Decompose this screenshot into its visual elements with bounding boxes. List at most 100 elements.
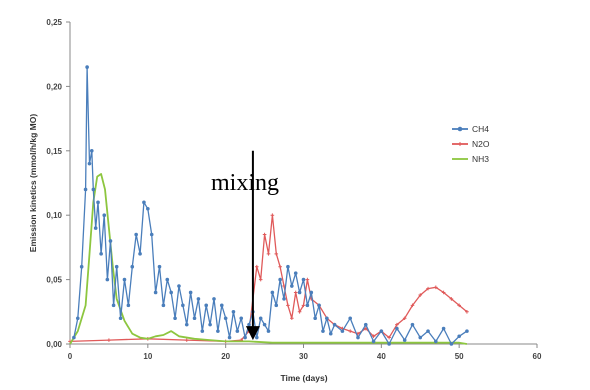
data-point-ch4 bbox=[126, 303, 131, 308]
legend-item-ch4: CH4 bbox=[452, 124, 489, 134]
data-point-n2o bbox=[410, 303, 415, 308]
legend-item-nh3: NH3 bbox=[452, 154, 489, 164]
data-point-n2o bbox=[457, 303, 461, 308]
data-point-ch4 bbox=[270, 290, 275, 295]
data-point-ch4 bbox=[328, 331, 333, 336]
data-point-ch4 bbox=[91, 187, 96, 192]
data-point-ch4 bbox=[223, 316, 228, 321]
data-point-ch4 bbox=[102, 213, 107, 217]
data-point-ch4 bbox=[108, 239, 113, 243]
data-point-ch4 bbox=[93, 226, 98, 230]
data-point-ch4 bbox=[99, 252, 103, 256]
data-point-ch4 bbox=[258, 316, 263, 321]
data-point-ch4 bbox=[149, 232, 154, 237]
x-tick-label: 30 bbox=[299, 352, 308, 361]
data-point-ch4 bbox=[418, 335, 423, 340]
data-point-ch4 bbox=[227, 335, 232, 340]
y-tick-label: 0,15 bbox=[46, 147, 62, 156]
legend-marker-n2o bbox=[458, 142, 462, 146]
data-point-ch4 bbox=[85, 65, 89, 69]
data-point-n2o bbox=[371, 334, 376, 339]
data-point-ch4 bbox=[192, 316, 197, 321]
data-point-ch4 bbox=[157, 264, 162, 269]
data-point-n2o bbox=[286, 303, 290, 308]
data-point-ch4 bbox=[122, 277, 127, 282]
data-point-ch4 bbox=[449, 342, 454, 346]
legend-label-n2o: N2O bbox=[472, 139, 490, 149]
data-point-ch4 bbox=[153, 290, 158, 295]
data-point-ch4 bbox=[309, 290, 314, 295]
data-point-n2o bbox=[387, 335, 391, 340]
annotation-label: mixing bbox=[211, 170, 279, 196]
data-point-n2o bbox=[270, 213, 275, 217]
x-tick-label: 0 bbox=[68, 352, 73, 361]
data-point-ch4 bbox=[457, 334, 461, 339]
legend-marker-ch4 bbox=[457, 126, 463, 132]
data-point-ch4 bbox=[181, 303, 185, 308]
data-point-ch4 bbox=[301, 277, 306, 282]
data-point-ch4 bbox=[434, 339, 438, 344]
data-point-ch4 bbox=[204, 303, 209, 308]
data-point-ch4 bbox=[134, 232, 138, 237]
series-line-n2o bbox=[69, 214, 468, 343]
data-point-n2o bbox=[258, 277, 263, 282]
data-point-ch4 bbox=[465, 329, 469, 333]
data-point-ch4 bbox=[410, 322, 415, 327]
data-point-ch4 bbox=[96, 200, 100, 205]
data-point-ch4 bbox=[87, 161, 92, 166]
y-tick-label: 0,00 bbox=[46, 340, 62, 349]
data-point-ch4 bbox=[395, 326, 399, 331]
data-point-n2o bbox=[184, 338, 189, 342]
data-point-ch4 bbox=[89, 149, 94, 153]
data-point-n2o bbox=[348, 329, 352, 333]
x-axis-title: Time (days) bbox=[280, 373, 327, 383]
data-point-ch4 bbox=[208, 322, 212, 327]
data-point-ch4 bbox=[142, 200, 146, 205]
data-point-ch4 bbox=[243, 335, 247, 340]
data-point-ch4 bbox=[130, 264, 135, 269]
annotation-arrow-head bbox=[245, 326, 260, 341]
data-point-ch4 bbox=[297, 290, 302, 295]
data-point-ch4 bbox=[79, 264, 84, 269]
data-point-ch4 bbox=[402, 338, 407, 342]
x-tick-label: 10 bbox=[143, 352, 152, 361]
legend: CH4 N2O NH3 bbox=[452, 124, 490, 164]
data-point-ch4 bbox=[356, 335, 360, 340]
data-point-n2o bbox=[441, 290, 446, 295]
x-tick-label: 60 bbox=[533, 352, 542, 361]
data-point-ch4 bbox=[173, 316, 177, 321]
data-point-ch4 bbox=[114, 264, 119, 269]
data-point-ch4 bbox=[274, 303, 279, 308]
data-point-ch4 bbox=[313, 316, 317, 321]
data-point-ch4 bbox=[146, 206, 150, 211]
data-point-ch4 bbox=[278, 277, 282, 282]
data-point-ch4 bbox=[72, 335, 76, 340]
data-point-ch4 bbox=[83, 187, 88, 192]
data-point-ch4 bbox=[165, 277, 170, 282]
data-point-ch4 bbox=[138, 252, 142, 256]
data-point-ch4 bbox=[317, 303, 321, 308]
data-point-ch4 bbox=[105, 277, 110, 282]
data-point-ch4 bbox=[235, 329, 240, 333]
data-point-n2o bbox=[305, 277, 310, 282]
data-point-ch4 bbox=[231, 310, 236, 314]
data-point-ch4 bbox=[348, 316, 353, 321]
data-point-ch4 bbox=[216, 329, 220, 333]
data-point-ch4 bbox=[290, 284, 294, 288]
data-point-ch4 bbox=[371, 339, 376, 344]
data-point-n2o bbox=[395, 322, 399, 327]
y-tick-label: 0,10 bbox=[46, 211, 62, 220]
legend-label-nh3: NH3 bbox=[472, 154, 489, 164]
data-point-n2o bbox=[402, 316, 407, 321]
data-point-n2o bbox=[255, 264, 259, 269]
legend-label-ch4: CH4 bbox=[472, 124, 489, 134]
data-point-ch4 bbox=[441, 326, 446, 331]
data-point-n2o bbox=[262, 232, 267, 237]
x-tick-label: 50 bbox=[455, 352, 464, 361]
y-tick-label: 0,25 bbox=[46, 18, 62, 27]
data-point-ch4 bbox=[200, 329, 205, 333]
data-point-ch4 bbox=[321, 329, 325, 333]
x-ticks: 0 10 20 30 40 50 60 bbox=[68, 344, 542, 361]
